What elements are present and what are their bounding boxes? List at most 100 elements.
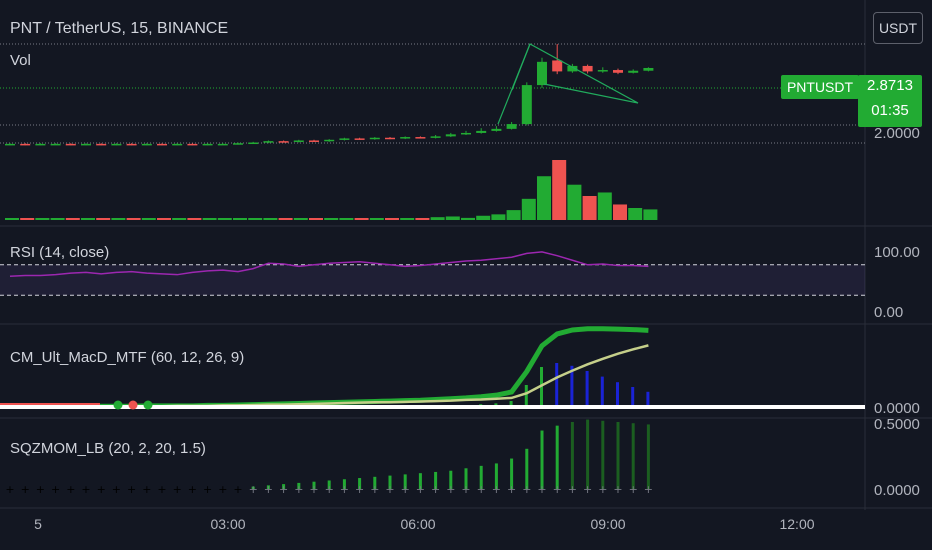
volume-bar xyxy=(643,209,658,220)
candle-body xyxy=(537,61,547,86)
sqz-cross-marker: + xyxy=(21,483,30,496)
sqz-cross-marker: + xyxy=(127,483,136,496)
volume-bar xyxy=(385,218,399,220)
volume-bar xyxy=(248,218,263,220)
candle-body xyxy=(385,137,395,140)
volume-bar xyxy=(293,218,308,220)
rsi-label: RSI (14, close) xyxy=(10,244,110,261)
sqz-cross-marker: + xyxy=(629,483,638,496)
sqz-cross-marker: + xyxy=(81,483,90,496)
volume-bar xyxy=(111,218,126,220)
macd-histogram-bar xyxy=(631,387,635,407)
sqz-cross-marker: + xyxy=(431,483,440,496)
volume-bar xyxy=(445,216,460,220)
sqz-cross-marker: + xyxy=(173,483,182,496)
sqz-cross-marker: + xyxy=(264,483,273,496)
macd-label: CM_Ult_MacD_MTF (60, 12, 26, 9) xyxy=(10,349,245,366)
macd-panel[interactable] xyxy=(0,326,865,410)
volume-bar xyxy=(597,192,612,220)
volume-panel[interactable] xyxy=(5,160,658,220)
sqz-histogram-bar xyxy=(464,468,468,489)
volume-bar xyxy=(96,218,111,220)
sqz-cross-marker: + xyxy=(188,483,197,496)
macd-cross-dot xyxy=(143,400,153,410)
macd-histogram-bar xyxy=(509,401,513,407)
volume-bar xyxy=(628,208,643,220)
sqz-cross-marker: + xyxy=(477,483,486,496)
candle-body xyxy=(248,142,259,145)
x-tick-1200: 12:00 xyxy=(779,516,815,532)
sqz-histogram-bar xyxy=(251,486,255,489)
volume-bar xyxy=(415,218,430,220)
sqz-histogram-bar xyxy=(266,485,270,489)
bar-countdown: 01:35 xyxy=(871,102,909,119)
sqz-cross-marker: + xyxy=(340,483,349,496)
sqz-cross-marker: + xyxy=(309,483,318,496)
candle-body xyxy=(445,134,456,137)
volume-bar xyxy=(537,176,551,220)
sqzmom-panel[interactable]: + + + + + + + + + + + + + + + + + + + + + + + + + + + + + + + + + + + + + + + +… xyxy=(5,419,653,496)
rsi-axis-tick-bottom: 0.00 xyxy=(874,304,904,321)
volume-bar xyxy=(263,218,278,220)
volume-bar xyxy=(354,218,369,220)
sqz-cross-marker: + xyxy=(507,483,516,496)
volume-bar xyxy=(217,218,232,220)
candle-body xyxy=(50,143,61,146)
candle-body xyxy=(217,143,228,146)
price-panel[interactable] xyxy=(5,43,654,146)
candle-body xyxy=(202,143,213,146)
sqz-histogram-bar xyxy=(646,424,650,489)
volume-bar xyxy=(5,218,19,220)
candle-body xyxy=(172,143,183,146)
candle-body xyxy=(278,141,289,143)
candle-body xyxy=(552,60,563,72)
sqz-cross-marker: + xyxy=(203,483,212,496)
volume-bar xyxy=(567,184,582,220)
volume-bar xyxy=(202,218,217,220)
candle-body xyxy=(96,143,107,146)
rsi-panel[interactable] xyxy=(0,251,865,296)
volume-bar xyxy=(126,218,141,220)
volume-bar xyxy=(187,218,202,220)
pattern-drawing xyxy=(497,43,639,125)
macd-cross-dot xyxy=(113,400,123,410)
volume-bar xyxy=(278,218,293,220)
candle-body xyxy=(324,139,335,142)
volume-bar xyxy=(400,218,415,220)
sqz-histogram-bar xyxy=(358,478,362,489)
volume-bar xyxy=(369,218,384,220)
volume-bar xyxy=(309,218,323,220)
sqz-cross-marker: + xyxy=(568,483,577,496)
candle-body xyxy=(613,70,623,73)
candle-body xyxy=(582,65,593,72)
volume-bar xyxy=(20,218,35,220)
candle-body xyxy=(20,143,31,146)
candle-body xyxy=(263,141,274,143)
candle-body xyxy=(354,138,365,140)
sqz-cross-marker: + xyxy=(112,483,121,496)
sqz-histogram-bar xyxy=(479,465,483,489)
volume-bar xyxy=(491,214,506,220)
panel-separators xyxy=(0,0,932,510)
quote-currency-button[interactable]: USDT xyxy=(873,12,923,44)
x-tick-0300: 03:00 xyxy=(210,516,246,532)
volume-bar xyxy=(582,196,597,220)
macd-axis-tick: 0.0000 xyxy=(874,400,920,417)
sqz-histogram-bar xyxy=(449,470,453,489)
sqz-cross-marker: + xyxy=(446,483,455,496)
volume-bar xyxy=(476,215,491,220)
last-price: 2.8713 xyxy=(867,77,913,94)
volume-bar xyxy=(521,198,536,220)
candle-body xyxy=(65,143,76,146)
sqz-cross-marker: + xyxy=(522,483,531,496)
candle-body xyxy=(293,140,304,142)
symbol-title: PNT / TetherUS, 15, BINANCE xyxy=(10,20,229,37)
macd-histogram-bar xyxy=(616,382,619,407)
volume-bar xyxy=(35,218,50,220)
sqz-cross-marker: + xyxy=(142,483,151,496)
sqz-cross-marker: + xyxy=(66,483,75,496)
volume-bar xyxy=(339,218,354,220)
candle-body xyxy=(506,124,517,129)
macd-histogram-bar xyxy=(540,367,543,407)
